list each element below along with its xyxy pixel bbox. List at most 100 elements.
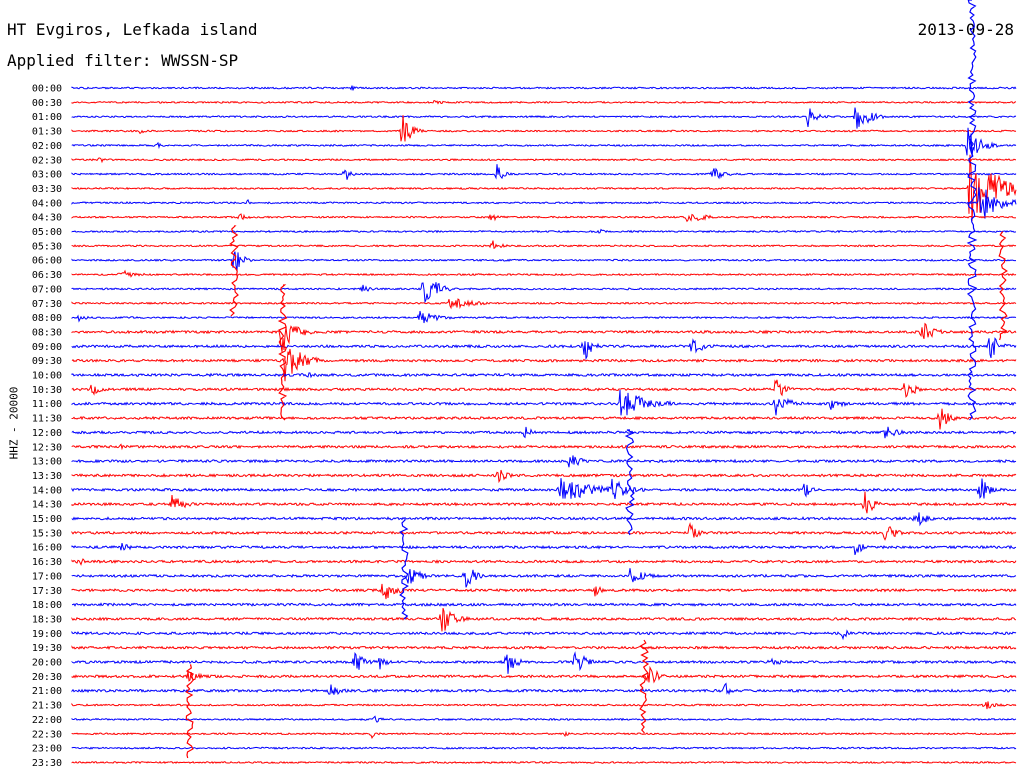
trace-line <box>71 154 1017 222</box>
trace-line <box>71 443 1016 451</box>
time-tick-label: 06:30 <box>32 270 62 281</box>
time-tick-label: 18:30 <box>32 614 62 625</box>
trace-line <box>71 282 1017 304</box>
time-tick-label: 10:00 <box>32 371 62 382</box>
seismic-spike <box>639 639 650 734</box>
trace-line <box>71 682 1017 696</box>
trace-line <box>71 310 1017 324</box>
seismic-spike <box>185 664 195 759</box>
time-tick-label: 11:00 <box>32 399 62 410</box>
seismic-spike <box>966 0 978 421</box>
time-tick-label: 02:30 <box>32 155 62 166</box>
time-tick-label: 04:30 <box>32 213 62 224</box>
trace-line <box>71 127 1017 157</box>
trace-line <box>71 522 1017 541</box>
trace-line <box>71 213 1017 223</box>
trace-line <box>71 491 1017 514</box>
time-tick-label: 17:30 <box>32 586 62 597</box>
seismic-spike <box>229 225 239 317</box>
trace-line <box>71 701 1017 710</box>
time-tick-label: 22:00 <box>32 715 62 726</box>
trace-line <box>71 629 1017 641</box>
trace-line <box>71 478 1017 499</box>
trace-line <box>71 251 1016 271</box>
trace-line <box>71 568 1017 588</box>
trace-line <box>71 408 1017 430</box>
trace-line <box>71 298 1017 310</box>
time-tick-label: 05:00 <box>32 227 62 238</box>
trace-line <box>71 389 1017 416</box>
trace-line <box>71 542 1017 556</box>
trace-line <box>71 426 1017 439</box>
time-tick-label: 21:30 <box>32 701 62 712</box>
trace-line <box>71 100 1017 105</box>
time-tick-label: 23:00 <box>32 744 62 755</box>
time-tick-label: 10:30 <box>32 385 62 396</box>
trace-line <box>71 651 1017 674</box>
trace-line <box>71 760 1017 765</box>
time-tick-label: 12:00 <box>32 428 62 439</box>
trace-line <box>71 715 1017 723</box>
trace-line <box>71 558 1017 566</box>
time-tick-label: 01:00 <box>32 112 62 123</box>
trace-line <box>71 157 1016 164</box>
trace-line <box>71 115 1017 142</box>
time-tick-label: 13:30 <box>32 471 62 482</box>
time-tick-label: 03:00 <box>32 170 62 181</box>
trace-line <box>71 455 1017 468</box>
time-tick-label: 08:30 <box>32 327 62 338</box>
time-tick-label: 05:30 <box>32 241 62 252</box>
time-tick-label: 16:00 <box>32 543 62 554</box>
time-tick-label: 04:00 <box>32 198 62 209</box>
time-tick-label: 16:30 <box>32 557 62 568</box>
trace-line <box>71 187 1017 219</box>
seismic-spike <box>998 231 1008 341</box>
time-tick-label: 15:00 <box>32 514 62 525</box>
trace-line <box>71 583 1017 600</box>
time-tick-label: 09:00 <box>32 342 62 353</box>
time-tick-label: 02:00 <box>32 141 62 152</box>
time-tick-label: 00:00 <box>32 84 62 95</box>
time-tick-label: 09:30 <box>32 356 62 367</box>
trace-line <box>71 730 1017 740</box>
trace-line <box>71 348 1017 382</box>
time-tick-label: 07:00 <box>32 284 62 295</box>
time-tick-label: 07:30 <box>32 299 62 310</box>
trace-line <box>71 240 1017 250</box>
trace-line <box>71 337 1017 361</box>
time-tick-label: 13:00 <box>32 457 62 468</box>
trace-line <box>71 512 1017 527</box>
seismic-spike <box>399 519 409 620</box>
time-tick-label: 03:30 <box>32 184 62 195</box>
time-tick-label: 15:30 <box>32 528 62 539</box>
trace-line <box>71 469 1017 484</box>
seismic-spike <box>624 429 635 536</box>
time-tick-label: 20:30 <box>32 672 62 683</box>
trace-line <box>71 228 1017 234</box>
trace-line <box>71 665 1017 684</box>
trace-line <box>71 85 1017 91</box>
time-tick-label: 22:30 <box>32 729 62 740</box>
time-tick-label: 00:30 <box>32 98 62 109</box>
time-tick-label: 14:00 <box>32 485 62 496</box>
trace-line <box>71 164 1017 180</box>
trace-line <box>71 645 1017 650</box>
time-tick-label: 19:00 <box>32 629 62 640</box>
trace-line <box>71 372 1017 379</box>
time-tick-label: 01:30 <box>32 127 62 138</box>
time-tick-label: 23:30 <box>32 758 62 769</box>
time-tick-label: 08:00 <box>32 313 62 324</box>
trace-line <box>71 608 1017 632</box>
time-tick-label: 20:00 <box>32 658 62 669</box>
time-tick-label: 14:30 <box>32 500 62 511</box>
trace-line <box>71 269 1017 278</box>
trace-line <box>71 379 1017 398</box>
time-tick-label: 06:00 <box>32 256 62 267</box>
record-date: 2013-09-28 <box>917 20 1014 39</box>
time-tick-label: 19:30 <box>32 643 62 654</box>
trace-line <box>71 322 1017 352</box>
time-tick-label: 21:00 <box>32 686 62 697</box>
time-tick-label: 12:30 <box>32 442 62 453</box>
station-title: HT Evgiros, Lefkada island <box>7 20 258 39</box>
